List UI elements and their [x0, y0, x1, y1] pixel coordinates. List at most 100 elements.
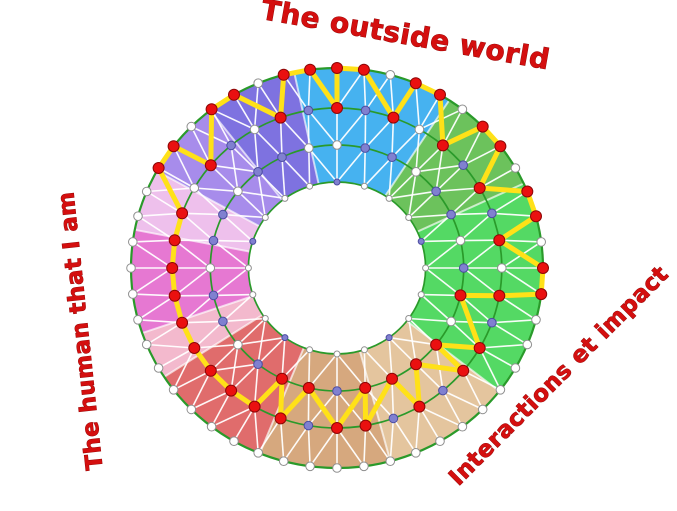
node — [229, 436, 239, 446]
node — [133, 211, 143, 222]
ring-outline — [247, 181, 427, 355]
node — [205, 263, 216, 273]
node — [359, 461, 369, 472]
active-node — [521, 185, 534, 198]
node — [332, 463, 342, 473]
active-node — [331, 422, 343, 434]
active-node — [473, 182, 486, 194]
node — [388, 413, 399, 424]
sector-salmon-red — [164, 314, 304, 454]
active-node — [473, 342, 486, 354]
active-node — [454, 289, 467, 302]
node — [244, 264, 252, 272]
active-node — [225, 384, 238, 397]
node — [477, 404, 488, 415]
node — [385, 334, 393, 342]
active-node — [304, 63, 317, 76]
active-node — [359, 381, 372, 394]
node — [438, 385, 448, 396]
node — [385, 70, 396, 80]
node — [457, 104, 468, 115]
node — [233, 186, 243, 197]
active-node — [176, 207, 189, 220]
node — [385, 456, 396, 466]
node — [249, 237, 257, 245]
active-node — [274, 412, 287, 425]
node — [435, 436, 445, 446]
node — [405, 214, 413, 221]
node — [304, 143, 314, 153]
active-node — [331, 62, 343, 74]
active-node — [359, 419, 372, 432]
node — [360, 143, 371, 153]
node — [431, 186, 441, 197]
node — [208, 290, 219, 301]
active-node — [276, 372, 288, 385]
node — [141, 339, 152, 350]
active-node — [168, 234, 181, 247]
node — [253, 78, 263, 88]
node — [208, 235, 219, 246]
node — [333, 178, 341, 186]
active-node — [188, 342, 201, 354]
active-node — [277, 68, 290, 81]
node — [128, 237, 138, 247]
active-node — [166, 262, 179, 274]
node — [458, 263, 469, 273]
sector-lavender — [156, 110, 283, 227]
node — [218, 209, 228, 220]
active-node — [357, 63, 370, 76]
node — [332, 140, 342, 150]
node — [186, 121, 197, 132]
node — [497, 263, 507, 273]
node — [249, 291, 257, 299]
node — [446, 316, 456, 327]
active-node — [387, 111, 400, 124]
active-node — [493, 289, 506, 302]
node — [455, 235, 466, 246]
active-node — [410, 358, 422, 371]
nodes — [126, 62, 549, 473]
node — [277, 152, 287, 162]
node — [417, 291, 425, 299]
node — [168, 385, 179, 395]
active-node — [457, 364, 470, 377]
node — [206, 421, 217, 432]
active-node — [494, 140, 507, 153]
node — [385, 194, 393, 202]
sector-rose — [142, 296, 263, 377]
node — [303, 420, 314, 431]
node — [261, 315, 269, 322]
node — [133, 315, 143, 325]
node — [332, 386, 342, 396]
label-outside-world: The outside world — [259, 0, 553, 76]
node — [417, 237, 425, 245]
node — [233, 339, 243, 350]
active-node — [409, 77, 422, 90]
node — [510, 363, 521, 373]
active-node — [152, 162, 165, 174]
node — [411, 167, 421, 177]
node — [253, 167, 263, 177]
node — [306, 346, 314, 354]
node — [411, 448, 421, 458]
node — [487, 208, 497, 219]
node — [531, 315, 541, 325]
node — [387, 152, 397, 162]
active-node — [167, 140, 180, 153]
node — [495, 385, 506, 395]
active-node — [430, 338, 443, 351]
node — [186, 404, 197, 415]
node — [414, 124, 425, 135]
active-node — [331, 102, 343, 114]
sector-tan-light — [359, 320, 500, 462]
label-human-that-i-am: The human that I am — [53, 190, 108, 471]
node — [253, 448, 263, 458]
active-node — [434, 88, 446, 101]
node — [458, 160, 468, 170]
active-node — [493, 234, 506, 247]
wheel — [126, 62, 549, 473]
node — [153, 363, 164, 373]
